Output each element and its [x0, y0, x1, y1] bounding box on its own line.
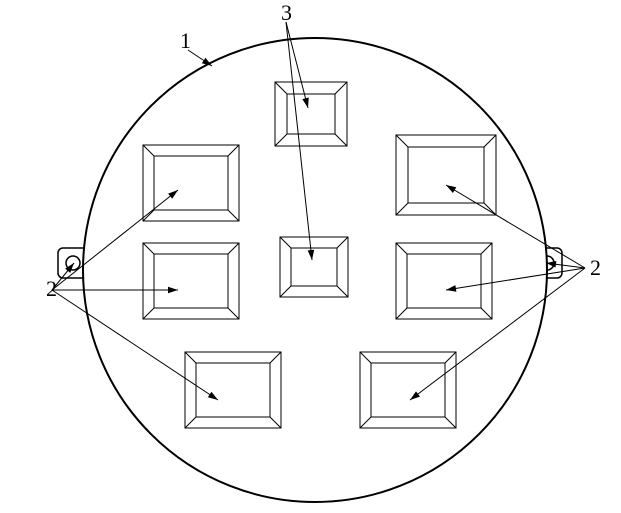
label-two_r: 2: [590, 255, 601, 280]
label-one: 1: [180, 28, 191, 53]
main-circle: [83, 38, 547, 502]
label-three: 3: [281, 0, 292, 25]
diagram-svg: 1 2 2 3: [0, 0, 621, 513]
label-two_l: 2: [46, 276, 57, 301]
